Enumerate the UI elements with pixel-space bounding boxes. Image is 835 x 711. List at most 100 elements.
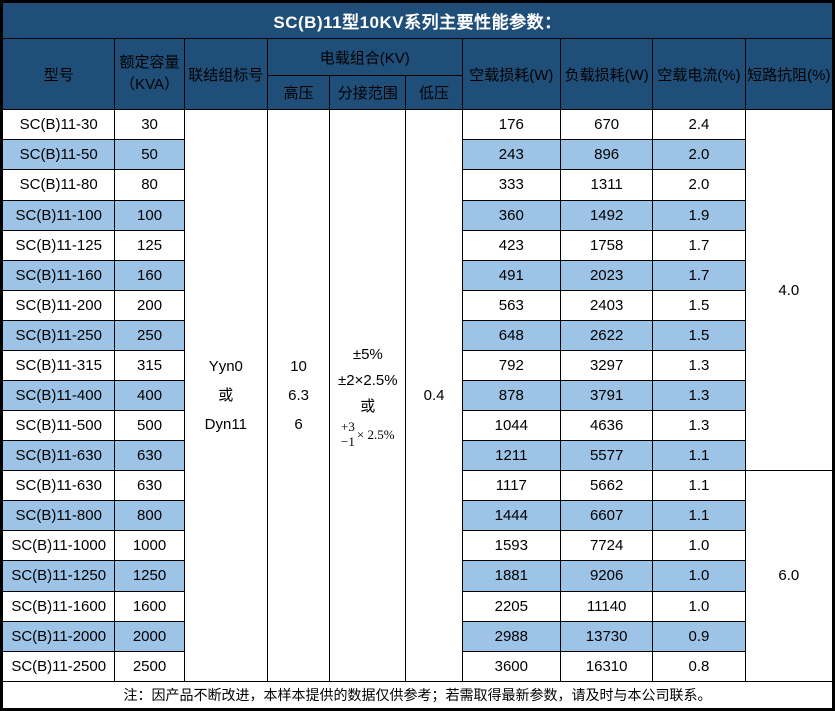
cell-kva: 30: [114, 109, 185, 141]
cell-model: SC(B)11-800: [2, 500, 116, 532]
table-row: SC(B)11-1000 1000 1593 7724 1.0: [2, 530, 833, 562]
cell-no-load-current: 0.8: [652, 650, 746, 682]
cell-no-load-loss: 423: [461, 229, 561, 261]
table-row: SC(B)11-500 500 1044 4636 1.3: [2, 410, 833, 442]
table-row: SC(B)11-630 630 1211 5577 1.1: [2, 440, 833, 472]
cell-model: SC(B)11-630: [2, 440, 116, 472]
cell-load-loss: 5577: [559, 440, 654, 472]
table-row: SC(B)11-2500 2500 3600 16310 0.8: [2, 650, 833, 682]
merged-hv: 10 6.3 6: [266, 109, 331, 682]
cell-kva: 500: [114, 410, 185, 442]
cell-load-loss: 7724: [559, 530, 654, 562]
page-title: SC(B)11型10KV系列主要性能参数：: [2, 2, 833, 40]
cell-kva: 50: [114, 139, 185, 171]
cell-load-loss: 6607: [559, 500, 654, 532]
cell-no-load-loss: 1881: [461, 560, 561, 592]
cell-no-load-loss: 792: [461, 349, 561, 381]
col-header-connection: 联结组标号: [183, 38, 268, 111]
cell-model: SC(B)11-100: [2, 199, 116, 231]
cell-no-load-current: 2.0: [652, 139, 746, 171]
table-row: SC(B)11-400 400 878 3791 1.3: [2, 379, 833, 412]
cell-no-load-current: 1.0: [652, 590, 746, 622]
cell-model: SC(B)11-250: [2, 319, 116, 351]
cell-load-loss: 896: [559, 139, 654, 171]
connection-line: Yyn0: [208, 358, 243, 376]
hv-line: 6: [294, 416, 303, 434]
cell-no-load-current: 2.4: [652, 109, 746, 141]
cell-model: SC(B)11-30: [2, 109, 116, 141]
table-row: SC(B)11-800 800 1444 6607 1.1: [2, 500, 833, 532]
tap-fraction-top: +3: [341, 418, 355, 434]
cell-no-load-loss: 2205: [461, 590, 561, 622]
table-row: SC(B)11-250 250 648 2622 1.5: [2, 319, 833, 351]
cell-load-loss: 2023: [559, 259, 654, 291]
col-header-capacity-line2: （KVA）: [120, 76, 179, 94]
cell-no-load-current: 1.1: [652, 500, 746, 532]
cell-load-loss: 1311: [559, 169, 654, 201]
cell-no-load-current: 0.9: [652, 620, 746, 652]
cell-model: SC(B)11-1600: [2, 590, 116, 622]
cell-no-load-current: 1.1: [652, 470, 746, 502]
cell-model: SC(B)11-50: [2, 139, 116, 171]
cell-load-loss: 670: [559, 109, 654, 141]
cell-no-load-current: 1.5: [652, 319, 746, 351]
cell-no-load-current: 1.7: [652, 229, 746, 261]
cell-model: SC(B)11-400: [2, 379, 116, 412]
cell-no-load-current: 1.5: [652, 289, 746, 321]
footer-note-row: 注：因产品不断改进，本样本提供的数据仅供参考；若需取得最新参数，请及时与本公司联…: [2, 680, 833, 709]
hv-line: 6.3: [288, 387, 309, 405]
hv-line: 10: [290, 358, 307, 376]
header-row-sub: 高压 分接范围 低压: [3, 75, 833, 111]
tap-line: 或: [360, 397, 376, 415]
cell-kva: 1600: [114, 590, 185, 622]
cell-no-load-loss: 1044: [461, 410, 561, 442]
cell-no-load-current: 1.1: [652, 440, 746, 472]
col-header-impedance: 短路抗阻(%): [744, 38, 833, 111]
cell-load-loss: 3791: [559, 379, 654, 412]
cell-model: SC(B)11-1250: [2, 560, 116, 592]
cell-no-load-loss: 2988: [461, 620, 561, 652]
cell-no-load-loss: 333: [461, 169, 561, 201]
cell-model: SC(B)11-630: [2, 470, 116, 502]
cell-load-loss: 1758: [559, 229, 654, 261]
cell-model: SC(B)11-2000: [2, 620, 116, 652]
tap-fraction-suffix: × 2.5%: [356, 426, 395, 442]
cell-no-load-loss: 648: [461, 319, 561, 351]
cell-model: SC(B)11-2500: [2, 650, 116, 682]
col-header-model: 型号: [2, 38, 116, 111]
cell-kva: 1000: [114, 530, 185, 562]
cell-kva: 630: [114, 470, 185, 502]
cell-kva: 630: [114, 440, 185, 472]
footer-note: 注：因产品不断改进，本样本提供的数据仅供参考；若需取得最新参数，请及时与本公司联…: [2, 680, 833, 709]
table-row: SC(B)11-160 160 491 2023 1.7: [2, 259, 833, 291]
cell-no-load-loss: 1593: [461, 530, 561, 562]
cell-model: SC(B)11-125: [2, 229, 116, 261]
col-header-load-loss: 负载损耗(W): [559, 38, 654, 111]
cell-kva: 100: [114, 199, 185, 231]
cell-no-load-current: 1.0: [652, 530, 746, 562]
col-header-no-load-loss: 空载损耗(W): [461, 38, 561, 111]
cell-model: SC(B)11-500: [2, 410, 116, 442]
cell-no-load-current: 2.0: [652, 169, 746, 201]
cell-load-loss: 11140: [559, 590, 654, 622]
cell-kva: 160: [114, 259, 185, 291]
tap-fraction-bottom: −1: [341, 433, 355, 449]
cell-load-loss: 5662: [559, 470, 654, 502]
cell-kva: 1250: [114, 560, 185, 592]
table-row: SC(B)11-1600 1600 2205 11140 1.0: [2, 590, 833, 622]
col-header-capacity: 额定容量 （KVA）: [114, 38, 185, 111]
cell-no-load-current: 1.3: [652, 379, 746, 412]
cell-load-loss: 1492: [559, 199, 654, 231]
table-row: SC(B)11-315 315 792 3297 1.3: [2, 349, 833, 381]
cell-kva: 80: [114, 169, 185, 201]
cell-no-load-loss: 563: [461, 289, 561, 321]
table-row: SC(B)11-200 200 563 2403 1.5: [2, 289, 833, 321]
cell-kva: 2000: [114, 620, 185, 652]
cell-no-load-loss: 360: [461, 199, 561, 231]
cell-load-loss: 4636: [559, 410, 654, 442]
table-row: SC(B)11-80 80 333 1311 2.0: [2, 169, 833, 201]
merged-impedance-4: 4.0: [744, 109, 833, 472]
header-row-top: 型号 额定容量 （KVA） 联结组标号 电载组合(KV) 空载损耗(W) 负载损…: [2, 38, 833, 111]
cell-kva: 200: [114, 289, 185, 321]
